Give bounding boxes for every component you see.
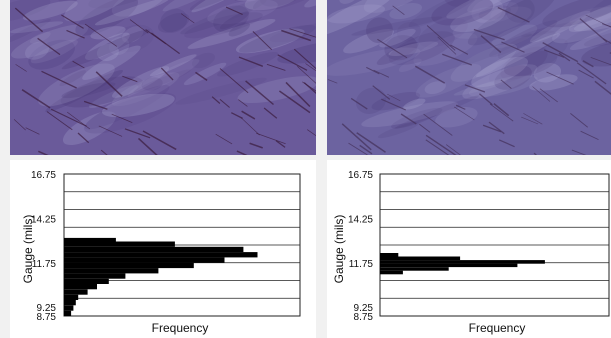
histogram-bar	[64, 273, 126, 279]
left-micrograph-image	[10, 0, 316, 155]
histogram-bar	[380, 270, 403, 275]
histogram-bar	[64, 268, 159, 274]
histogram-bar	[64, 252, 258, 258]
histogram-bar	[64, 246, 244, 253]
histogram-bar	[64, 284, 97, 290]
y-tick-label: 9.25	[37, 303, 57, 314]
y-tick-label: 11.75	[349, 259, 374, 270]
histogram-bar	[64, 262, 194, 269]
y-tick-label: 8.75	[354, 312, 374, 323]
histogram-bar	[64, 310, 72, 316]
left-gauge-histogram: Gauge (mils) Frequency 16.75 14.25 11.75 9.…	[10, 160, 316, 338]
histogram-bar	[64, 294, 79, 300]
histogram-bar	[64, 237, 116, 244]
right-micrograph-image	[327, 0, 611, 155]
y-tick-label: 9.25	[354, 303, 374, 314]
histogram-bar	[64, 305, 74, 311]
y-tick-label: 8.75	[37, 312, 57, 323]
histogram-bar	[64, 257, 225, 263]
histogram-bar	[380, 256, 461, 261]
histogram-bar	[380, 263, 518, 268]
histogram-bar	[380, 253, 399, 257]
left-micrograph	[10, 0, 316, 155]
histogram-bar	[380, 267, 449, 271]
y-axis-label: Gauge (mils)	[332, 215, 346, 284]
x-axis-label: Frequency	[469, 321, 526, 335]
histogram-bar	[380, 260, 545, 264]
histogram-bar	[64, 289, 88, 295]
right-gauge-histogram: Gauge (mils) Frequency 16.75 14.25 11.75 9.…	[327, 160, 611, 338]
y-tick-label: 16.75	[348, 170, 373, 181]
y-tick-label: 14.25	[348, 214, 373, 225]
right-histogram-svg: Gauge (mils) Frequency 16.75 14.25 11.75 9.…	[332, 170, 610, 335]
left-histogram-svg: Gauge (mils) Frequency 16.75 14.25 11.75 9.…	[21, 170, 301, 335]
right-micrograph	[327, 0, 611, 155]
histogram-bar	[64, 278, 109, 284]
y-tick-label: 14.25	[31, 214, 56, 225]
plot-frame	[379, 173, 610, 317]
y-tick-label: 11.75	[32, 259, 57, 270]
y-tick-label: 16.75	[31, 170, 56, 181]
x-axis-label: Frequency	[152, 321, 209, 335]
histogram-bar	[64, 241, 175, 247]
histogram-bar	[64, 300, 76, 306]
y-axis-label: Gauge (mils)	[21, 215, 35, 284]
